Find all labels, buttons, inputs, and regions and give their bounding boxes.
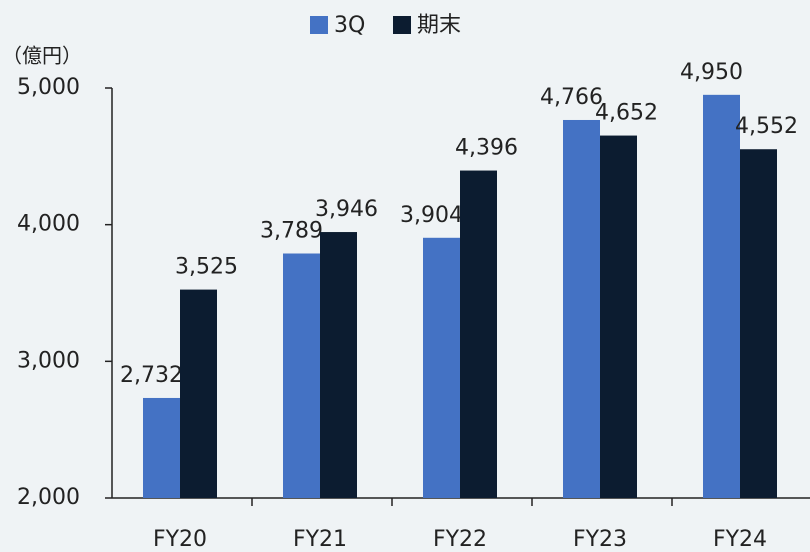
data-label: 3,789 bbox=[260, 219, 323, 244]
legend-label: 3Q bbox=[334, 13, 365, 38]
data-label: 4,950 bbox=[680, 60, 743, 85]
data-label: 4,766 bbox=[540, 85, 603, 110]
data-label: 3,946 bbox=[315, 197, 378, 222]
unit-label: （億円） bbox=[2, 44, 82, 68]
bar bbox=[563, 119, 600, 498]
bar bbox=[283, 253, 320, 498]
x-tick-label: FY20 bbox=[153, 527, 207, 552]
bar bbox=[703, 94, 740, 498]
data-label: 4,396 bbox=[455, 136, 518, 161]
y-tick-label: 3,000 bbox=[17, 348, 80, 373]
data-label: 3,904 bbox=[400, 203, 463, 228]
data-label: 3,525 bbox=[175, 255, 238, 280]
x-tick-label: FY22 bbox=[433, 527, 487, 552]
bar bbox=[423, 237, 460, 498]
legend-swatch bbox=[310, 16, 328, 34]
data-label: 2,732 bbox=[120, 363, 183, 388]
legend-label: 期末 bbox=[417, 13, 461, 38]
x-tick-label: FY21 bbox=[293, 527, 347, 552]
data-label: 4,652 bbox=[595, 101, 658, 126]
bar bbox=[740, 149, 777, 498]
bar bbox=[143, 397, 180, 498]
y-tick-label: 4,000 bbox=[17, 212, 80, 237]
y-tick-label: 5,000 bbox=[17, 75, 80, 100]
x-tick-label: FY24 bbox=[713, 527, 767, 552]
legend-swatch bbox=[393, 16, 411, 34]
bar bbox=[180, 289, 217, 498]
data-label: 4,552 bbox=[735, 114, 798, 139]
bar bbox=[320, 232, 357, 498]
x-tick-label: FY23 bbox=[573, 527, 627, 552]
bar bbox=[600, 135, 637, 498]
y-tick-label: 2,000 bbox=[17, 485, 80, 510]
bar bbox=[460, 170, 497, 498]
